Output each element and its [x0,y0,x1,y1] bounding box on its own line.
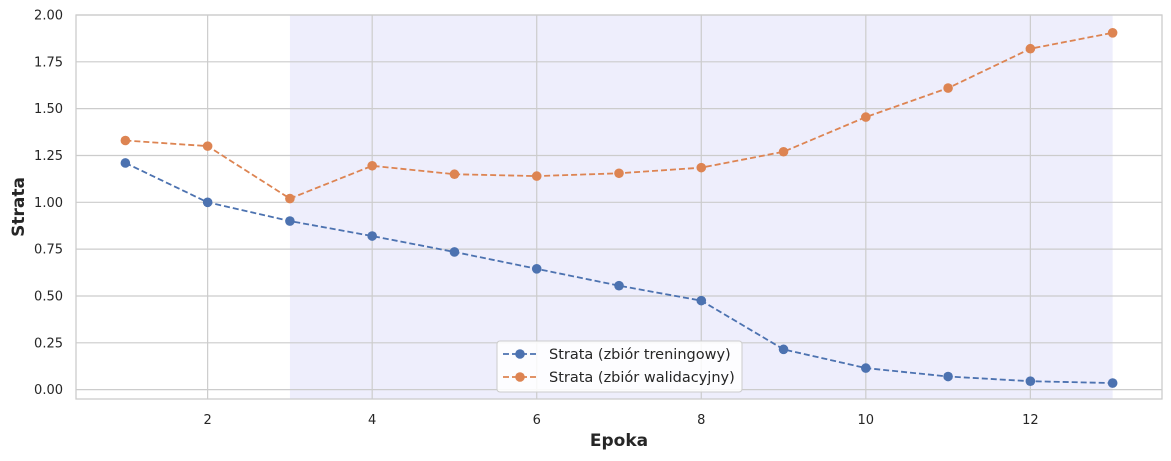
data-point [285,193,295,204]
x-tick-label: 10 [858,413,875,428]
legend-label-2: Strata (zbiór walidacyjny) [549,370,735,386]
y-tick-label: 1.00 [34,196,63,211]
legend-box [496,340,743,393]
grid [76,14,1162,399]
plot-frame [75,14,1163,400]
data-point [367,231,377,241]
y-tick-label: 0.50 [34,289,63,304]
data-point [861,112,871,122]
x-tick-label: 2 [203,413,211,428]
data-point [696,162,707,173]
x-tick-label: 4 [368,413,376,428]
x-tick-label: 12 [1022,413,1039,428]
data-point [449,247,460,257]
legend-label-1: Strata (zbiór treningowy) [549,347,731,363]
data-point [202,141,213,151]
y-tick-label: 0.25 [34,336,63,351]
series-markers [120,27,1118,388]
data-point [120,135,131,146]
x-axis-label: Epoka [590,431,648,451]
data-point [449,169,460,180]
legend: Strata (zbiór treningowy) Strata (zbiór w… [496,340,743,393]
y-tick-label: 0.00 [34,383,63,398]
data-point [778,146,789,157]
legend-marker-1 [515,349,525,359]
data-point [285,216,295,226]
data-point [696,295,707,306]
data-point [367,160,377,171]
data-point [1025,43,1036,54]
y-tick-label: 2.00 [34,9,63,24]
data-point [1107,27,1118,38]
data-point [1025,376,1036,387]
data-point [1107,378,1118,388]
data-point [531,171,542,181]
y-tick-label: 1.50 [34,102,63,117]
data-point [861,363,871,373]
y-tick-label: 1.25 [34,149,63,164]
data-point [614,168,624,179]
data-point [120,158,131,168]
y-tick-labels: 0.00 0.25 0.50 0.75 1.00 1.25 1.50 1.75 2.00 [34,9,63,399]
y-tick-label: 1.75 [34,55,63,70]
x-tick-labels: 2 4 6 8 10 12 [203,413,1038,428]
data-point [614,280,624,291]
data-point [943,83,953,93]
data-point [531,264,542,274]
data-point [778,344,789,355]
y-tick-label: 0.75 [34,243,63,258]
legend-marker-2 [515,372,525,382]
x-tick-label: 8 [697,413,705,428]
x-tick-label: 6 [533,413,541,428]
data-point [202,197,213,208]
data-point [943,371,953,382]
y-axis-label: Strata [9,177,29,237]
